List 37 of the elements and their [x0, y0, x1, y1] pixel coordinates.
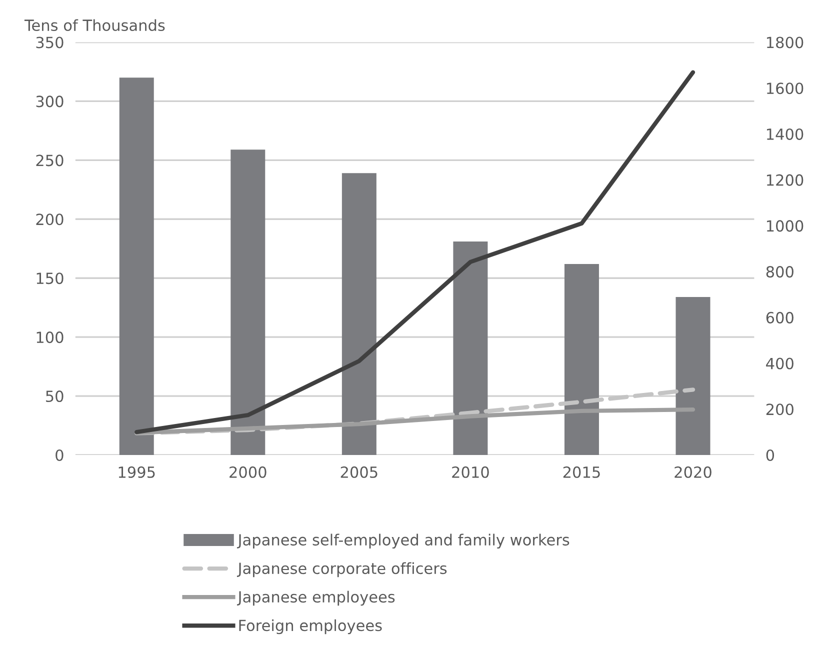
y-tick-label: 150: [36, 272, 64, 284]
x-tick-label: 2015: [563, 466, 600, 478]
y2-tick-label: 0: [766, 449, 774, 462]
legend-label: Japanese employees: [236, 590, 395, 606]
y2-tick-label: 800: [766, 266, 794, 278]
legend-label: Japanese self-employed and family workers: [236, 534, 570, 549]
line-series: [134, 408, 696, 435]
y-tick-label: 100: [36, 332, 64, 344]
y-tick-label: 250: [36, 154, 64, 166]
y2-tick-label: 1800: [766, 36, 804, 48]
legend-label: Foreign employees: [239, 619, 382, 634]
y-tick-label: 200: [36, 214, 64, 226]
y2-tick-label: 1600: [766, 82, 804, 94]
bar: [676, 296, 710, 455]
y-tick-label: 50: [46, 390, 64, 402]
bar: [230, 150, 266, 455]
x-tick-label: 1995: [118, 466, 155, 478]
line-series: [134, 70, 696, 434]
y2-tick-label: 1400: [766, 128, 804, 140]
x-tick-label: 2000: [230, 466, 266, 478]
y-axis-title: Tens of Thousands: [24, 19, 165, 32]
x-tick-label: 2020: [674, 466, 712, 478]
x-tick-label: 2005: [340, 466, 378, 478]
x-tick-label: 2010: [452, 466, 489, 478]
bar: [564, 264, 599, 455]
y2-tick-label: 1200: [766, 174, 804, 186]
legend-label: Japanese corporate officers: [236, 562, 447, 578]
y-tick-label: 0: [56, 449, 64, 462]
bar: [342, 173, 376, 455]
bar: [453, 242, 488, 455]
y-tick-label: 300: [36, 96, 64, 108]
bar: [119, 78, 154, 455]
y2-tick-label: 400: [766, 358, 794, 370]
y2-tick-label: 600: [766, 312, 794, 324]
y2-tick-label: 200: [766, 404, 794, 416]
y2-tick-label: 1000: [766, 220, 804, 232]
y-tick-label: 350: [36, 36, 64, 48]
